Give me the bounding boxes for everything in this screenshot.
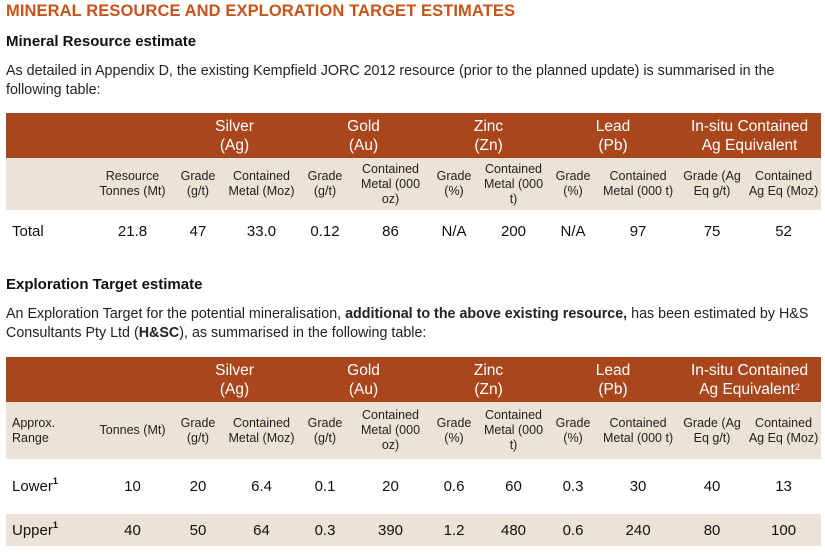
column-header: Contained Metal (Moz) [225, 158, 299, 210]
column-header: Contained Metal (000 t) [598, 158, 679, 210]
resource-heading: Mineral Resource estimate [6, 33, 197, 50]
table-cell: 6.4 [251, 478, 272, 495]
table-cell: 0.6 [548, 514, 599, 546]
table-cell: 390 [352, 514, 430, 546]
table-cell: 97 [629, 222, 647, 240]
table-cell: 1.2 [429, 514, 480, 546]
column-header: Contained Metal (000 oz) [352, 402, 430, 459]
resource-group-header-row: Silver (Ag) Gold (Au) Zinc (Zn) Lead (Pb) In… [6, 113, 822, 158]
footnote-marker: 2 [794, 381, 800, 392]
table-cell: 60 [505, 478, 522, 495]
resource-table: Silver (Ag) Gold (Au) Zinc (Zn) Lead (Pb) In… [6, 113, 822, 252]
table-cell: 100 [746, 514, 822, 546]
exploration-group-silver: Silver (Ag) [171, 357, 299, 402]
table-cell: 0.6 [443, 478, 465, 495]
table-cell: 0.1 [314, 478, 336, 495]
column-header: Contained Metal (Moz) [225, 402, 299, 459]
column-header: Grade (%) [548, 402, 599, 459]
table-cell: 10 [124, 478, 141, 495]
footnote-marker: 1 [52, 519, 58, 530]
column-header: Grade (g/t) [298, 158, 353, 210]
resource-column-header-row: Resource Tonnes (Mt) Grade (g/t) Contained… [6, 158, 822, 210]
column-header: Contained Metal (000 oz) [352, 158, 430, 210]
column-header: Resource Tonnes (Mt) [94, 158, 171, 210]
table-cell: 47 [189, 222, 207, 240]
table-row: Lower1 10 20 6.4 0.1 20 0.6 60 0.3 30 40 13 [6, 459, 821, 514]
resource-group-lead: Lead (Pb) [548, 113, 679, 158]
exploration-group-gold: Gold (Au) [298, 357, 430, 402]
exploration-table: Silver (Ag) Gold (Au) Zinc (Zn) Lead (Pb) In… [6, 357, 822, 546]
resource-group-ag-equivalent: In-situ Contained Ag Equivalent [678, 113, 822, 158]
column-header: Tonnes (Mt) [94, 402, 171, 459]
column-header: Grade (%) [429, 158, 480, 210]
column-header: Contained Metal (000 t) [479, 402, 549, 459]
resource-group-silver: Silver (Ag) [171, 113, 299, 158]
table-cell: 52 [775, 222, 792, 240]
table-row: Total 21.8 47 33.0 0.12 86 N/A 200 N/A 97 75 52 [6, 210, 821, 252]
exploration-heading: Exploration Target estimate [6, 276, 203, 293]
footnote-marker: 1 [52, 476, 58, 486]
resource-group-gold: Gold (Au) [298, 113, 430, 158]
table-cell: 30 [629, 478, 647, 495]
table-cell: 21.8 [117, 222, 148, 240]
table-cell: 20 [189, 478, 207, 495]
table-cell: 480 [479, 514, 549, 546]
table-cell: N/A [560, 222, 586, 240]
exploration-paragraph: An Exploration Target for the potential … [6, 306, 809, 341]
table-cell: 86 [382, 222, 399, 240]
column-header: Contained Metal (000 t) [598, 402, 679, 459]
column-header [6, 158, 94, 210]
table-cell: 0.3 [562, 478, 584, 495]
column-header: Grade (%) [548, 158, 599, 210]
column-header: Grade (g/t) [171, 402, 225, 459]
table-cell: 13 [775, 478, 792, 495]
column-header: Grade (g/t) [298, 402, 353, 459]
table-cell: 0.12 [310, 222, 340, 240]
column-header: Contained Ag Eq (Moz) [746, 158, 822, 210]
table-cell: N/A [441, 222, 467, 240]
table-cell: 20 [382, 478, 399, 495]
table-cell: 40 [703, 478, 721, 495]
table-cell: 50 [171, 514, 225, 546]
row-label: Upper1 [6, 514, 94, 546]
column-header: Contained Metal (000 t) [479, 158, 549, 210]
table-cell: 200 [501, 222, 527, 240]
table-cell: 40 [94, 514, 171, 546]
exploration-group-header-row: Silver (Ag) Gold (Au) Zinc (Zn) Lead (Pb) In… [6, 357, 822, 402]
table-cell: 240 [598, 514, 679, 546]
resource-group-zinc: Zinc (Zn) [429, 113, 549, 158]
row-label: Total [12, 222, 44, 240]
table-cell: 33.0 [246, 222, 277, 240]
column-header: Grade (%) [429, 402, 480, 459]
column-header: Grade (g/t) [171, 158, 225, 210]
column-header: Grade (Ag Eq g/t) [678, 402, 747, 459]
table-cell: 80 [678, 514, 747, 546]
exploration-group-ag-equivalent: In-situ Contained Ag Equivalent2 [678, 357, 822, 402]
table-cell: 75 [703, 222, 721, 240]
table-cell: 0.3 [298, 514, 353, 546]
row-label: Lower1 [12, 476, 58, 495]
column-header: Approx. Range [6, 402, 94, 459]
resource-paragraph: As detailed in Appendix D, the existing … [6, 63, 775, 98]
table-row: Upper1 40 50 64 0.3 390 1.2 480 0.6 240 80 100 [6, 514, 822, 546]
exploration-group-zinc: Zinc (Zn) [429, 357, 549, 402]
column-header: Grade (Ag Eq g/t) [678, 158, 747, 210]
exploration-column-header-row: Approx. Range Tonnes (Mt) Grade (g/t) Conta… [6, 402, 822, 459]
page-title: MINERAL RESOURCE AND EXPLORATION TARGET … [6, 2, 516, 20]
table-cell: 64 [225, 514, 299, 546]
column-header: Contained Ag Eq (Moz) [746, 402, 822, 459]
exploration-group-lead: Lead (Pb) [548, 357, 679, 402]
